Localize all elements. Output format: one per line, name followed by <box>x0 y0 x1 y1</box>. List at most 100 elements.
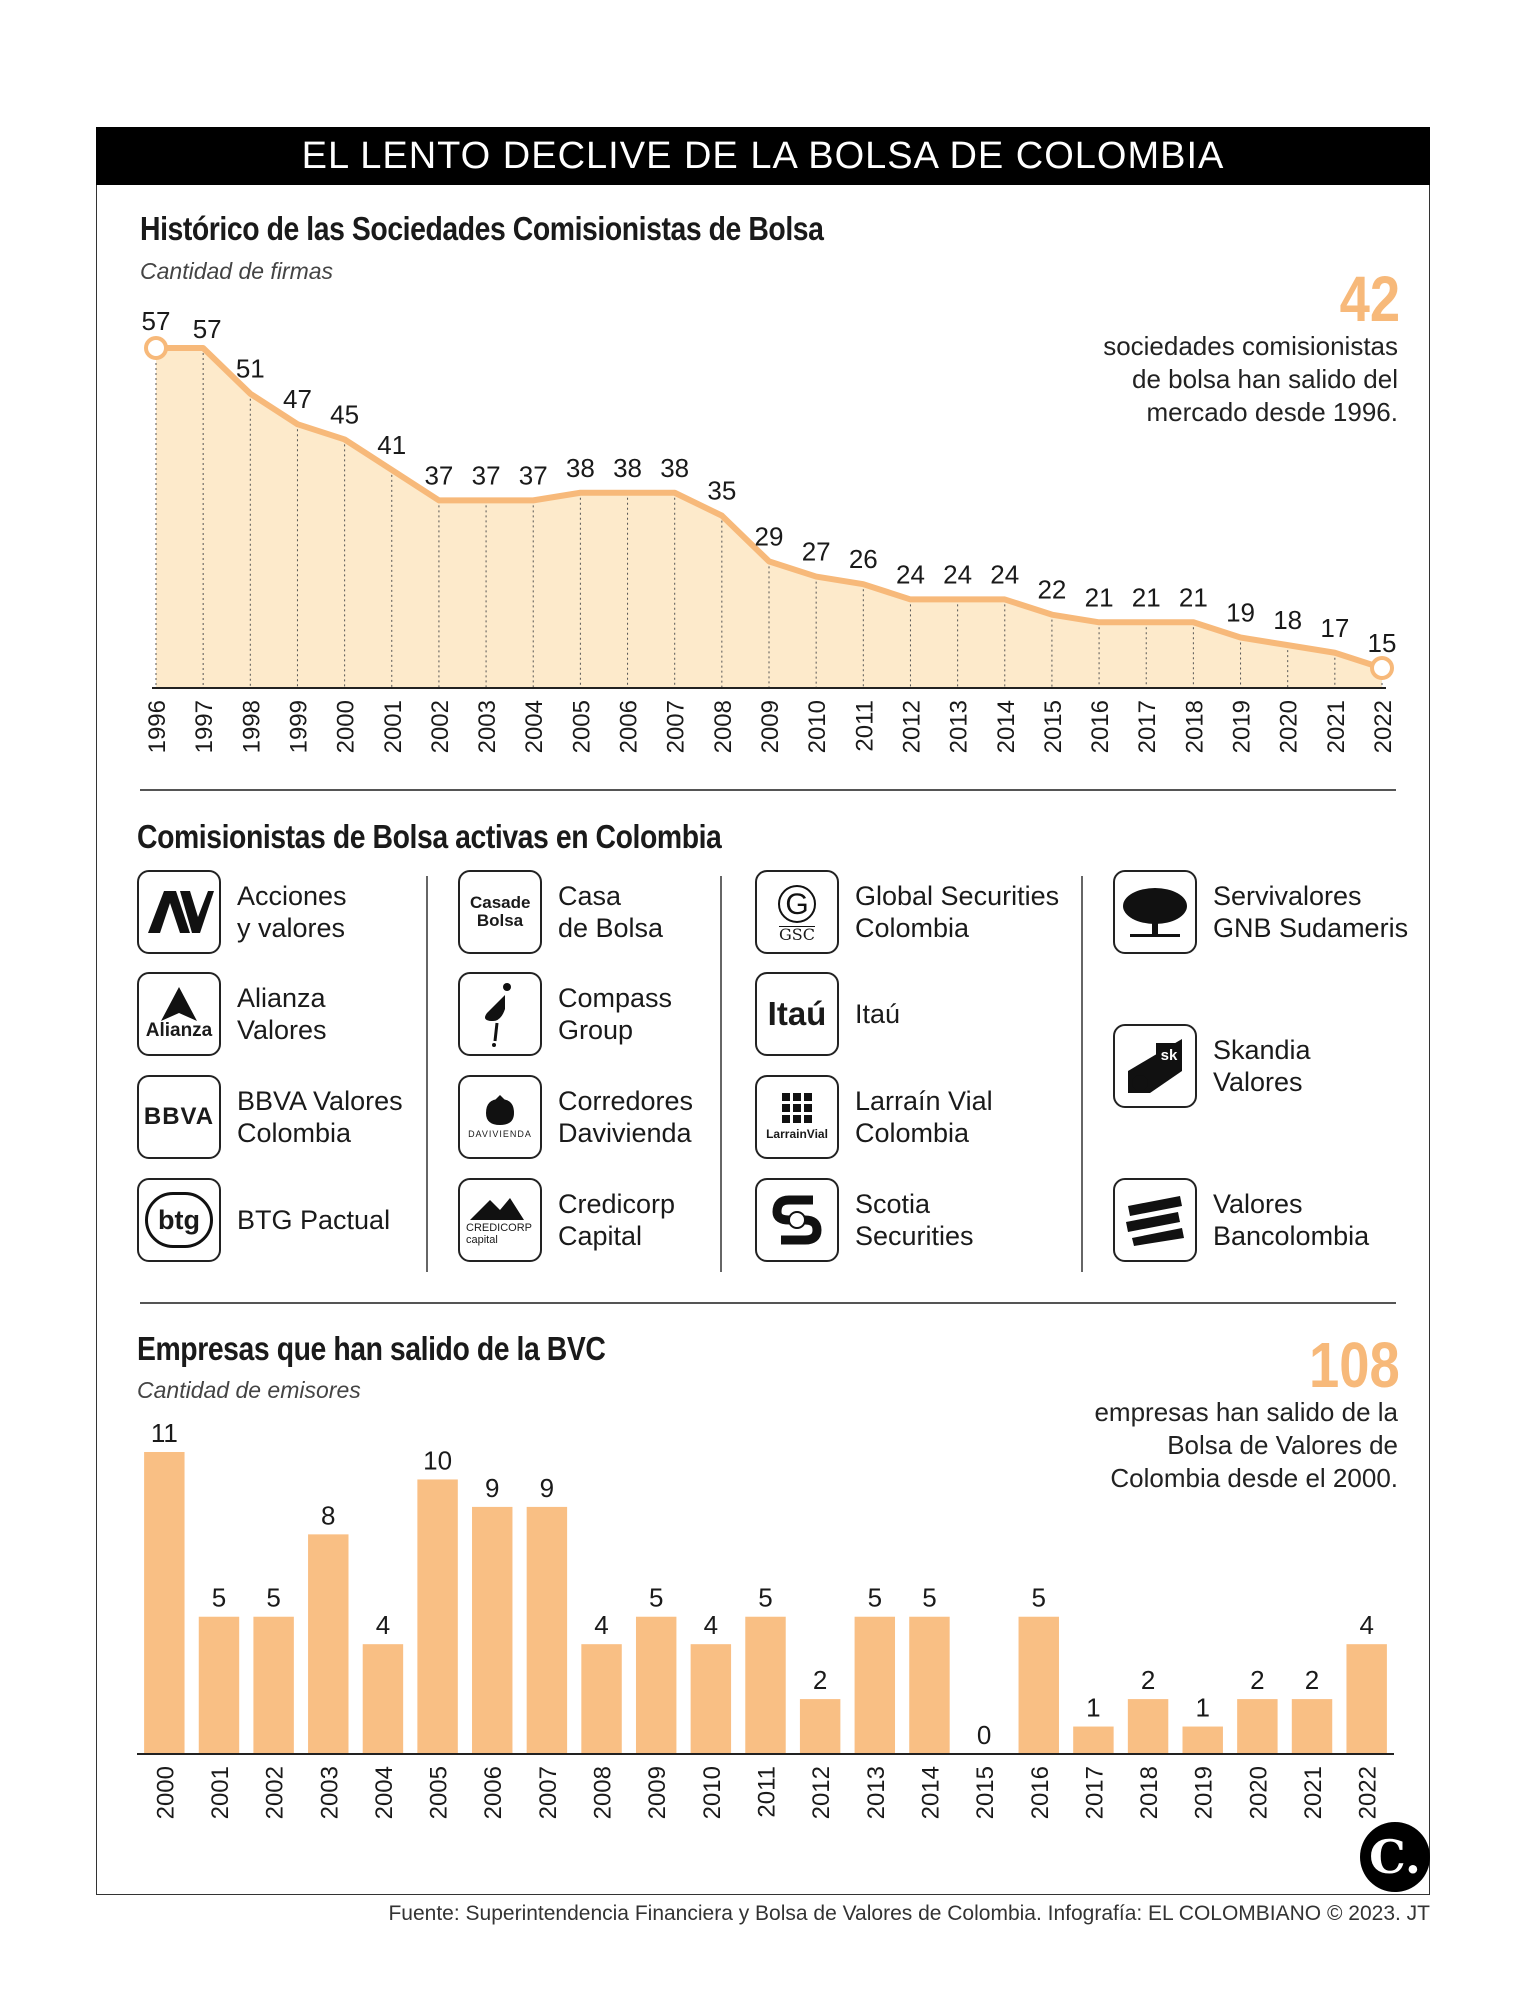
bar-chart-data-label: 4 <box>704 1610 718 1640</box>
line-chart: 57 57 51 47 45 41 37 37 37 38 38 38 35 29 27 26 24 24 24 22… <box>142 306 1397 753</box>
line-chart-tick-label: 2013 <box>946 700 973 753</box>
bar-chart-tick-label: 2007 <box>535 1766 562 1819</box>
bar-chart-tick-label: 2015 <box>972 1766 999 1819</box>
bar-chart-bar <box>1182 1726 1223 1754</box>
section-divider-1 <box>140 789 1396 791</box>
bar-chart-bar <box>745 1616 786 1754</box>
line-chart-tick-label: 2015 <box>1040 700 1067 753</box>
bar-chart-tick-label: 2000 <box>152 1766 179 1819</box>
line-chart-data-label: 35 <box>707 476 736 506</box>
line-chart-tick-label: 2016 <box>1087 700 1114 753</box>
svg-text:G: G <box>785 888 808 921</box>
section-divider-2 <box>140 1302 1396 1304</box>
bancolombia-logo <box>1113 1178 1197 1262</box>
line-chart-tick-label: 2005 <box>568 700 595 753</box>
line-chart-data-label: 37 <box>424 460 453 490</box>
source-credit: Fuente: Superintendencia Financiera y Bo… <box>388 1902 1430 1925</box>
bar-chart-highlight-text: empresas han salido de la Bolsa de Valor… <box>1094 1397 1398 1493</box>
bar-chart-tick-label: 2019 <box>1191 1766 1218 1819</box>
bar-chart: 1120005200152002820034200410200592006920… <box>137 1418 1394 1819</box>
bar-chart-tick-label: 2021 <box>1300 1766 1327 1819</box>
broker-itau: Itaú Itaú <box>755 972 900 1056</box>
bar-chart-data-label: 5 <box>212 1583 226 1613</box>
line-chart-tick-label: 2020 <box>1276 700 1303 753</box>
broker-scotia: Scotia Securities <box>755 1178 974 1262</box>
bar-chart-bar <box>909 1616 950 1754</box>
bar-chart-data-label: 5 <box>868 1583 882 1613</box>
bar-chart-tick-label: 2005 <box>426 1766 453 1819</box>
skandia-logo: sk <box>1113 1024 1197 1108</box>
svg-text:sk: sk <box>1161 1047 1178 1064</box>
line-chart-tick-label: 2008 <box>710 700 737 753</box>
brokers-title: Comisionistas de Bolsa activas en Colomb… <box>137 818 722 855</box>
broker-bbva: BBVA BBVA Valores Colombia <box>137 1075 403 1159</box>
line-chart-tick-label: 1996 <box>144 700 171 753</box>
line-chart-tick-label: 2004 <box>521 700 548 753</box>
bar-chart-data-label: 9 <box>540 1473 554 1503</box>
line-chart-data-label: 21 <box>1179 582 1208 612</box>
bar-chart-tick-label: 2008 <box>590 1766 617 1819</box>
line-chart-tick-label: 2018 <box>1181 700 1208 753</box>
bar-chart-data-label: 4 <box>594 1610 608 1640</box>
bar-chart-bar <box>526 1506 568 1754</box>
bar-chart-tick-label: 2004 <box>371 1766 398 1819</box>
bar-chart-bar <box>1018 1616 1059 1754</box>
line-chart-tick-label: 2014 <box>993 700 1020 753</box>
line-chart-data-label: 19 <box>1226 598 1255 628</box>
broker-casa-de-bolsa: Casade Bolsa Casa de Bolsa <box>458 870 663 954</box>
bar-chart-data-label: 4 <box>1359 1610 1373 1640</box>
line-chart-area <box>156 348 1382 688</box>
line-chart-tick-label: 2009 <box>757 700 784 753</box>
line-chart-highlight-text: sociedades comisionistas de bolsa han sa… <box>1103 331 1398 427</box>
line-chart-data-label: 57 <box>193 314 222 344</box>
bar-chart-data-label: 5 <box>1032 1583 1046 1613</box>
line-chart-data-label: 26 <box>849 544 878 574</box>
bar-chart-subtitle: Cantidad de emisores <box>137 1377 361 1403</box>
bar-chart-data-label: 10 <box>423 1445 452 1475</box>
credicorp-logo: CREDICORP capital <box>458 1178 542 1262</box>
bar-chart-bar <box>253 1616 294 1754</box>
broker-credicorp: CREDICORP capital Credicorp Capital <box>458 1178 675 1262</box>
line-chart-data-label: 24 <box>990 559 1019 589</box>
line-chart-data-label: 47 <box>283 384 312 414</box>
line-chart-tick-label: 2012 <box>898 700 925 753</box>
bar-chart-tick-label: 2020 <box>1245 1766 1272 1819</box>
line-chart-tick-label: 1998 <box>238 700 265 753</box>
column-separator <box>426 876 428 1272</box>
alianza-logo: Alianza <box>137 972 221 1056</box>
line-chart-tick-label: 2007 <box>663 700 690 753</box>
line-chart-tick-label: 2017 <box>1134 700 1161 753</box>
compass-logo <box>458 972 542 1056</box>
line-chart-end-point <box>1370 656 1394 680</box>
broker-alianza: Alianza Alianza Valores <box>137 972 327 1056</box>
scotia-logo <box>755 1178 839 1262</box>
broker-servivalores: Servivalores GNB Sudameris <box>1113 870 1408 954</box>
bar-chart-bar <box>1346 1644 1387 1754</box>
bar-chart-bar <box>1237 1699 1278 1754</box>
bar-chart-data-label: 2 <box>813 1665 827 1695</box>
line-chart-tick-label: 1999 <box>285 700 312 753</box>
tree-logo <box>1113 870 1197 954</box>
line-chart-tick-label: 2003 <box>474 700 501 753</box>
line-chart-tick-label: 2000 <box>333 700 360 753</box>
broker-btg: btg BTG Pactual <box>137 1178 390 1262</box>
broker-davivienda: DAVIVIENDA Corredores Davivienda <box>458 1075 693 1159</box>
bar-chart-bar <box>417 1479 458 1754</box>
line-chart-data-label: 38 <box>660 453 689 483</box>
line-chart-tick-label: 1997 <box>191 700 218 753</box>
bar-chart-data-label: 5 <box>922 1583 936 1613</box>
bar-chart-bar <box>472 1506 513 1754</box>
bar-chart-tick-label: 2003 <box>316 1766 343 1819</box>
broker-acciones-valores: Acciones y valores <box>137 870 347 954</box>
line-chart-start-point <box>144 336 168 360</box>
line-chart-data-label: 27 <box>802 537 831 567</box>
broker-larrainvial: LarrainVial Larraín Vial Colombia <box>755 1075 993 1159</box>
line-chart-data-label: 37 <box>519 460 548 490</box>
bar-chart-bar <box>799 1699 841 1754</box>
line-chart-data-label: 29 <box>755 521 784 551</box>
line-chart-tick-label: 2019 <box>1229 700 1256 753</box>
itau-logo: Itaú <box>755 972 839 1056</box>
gsc-logo: G GSC <box>755 870 839 954</box>
broker-compass: Compass Group <box>458 972 672 1056</box>
bar-chart-bar <box>362 1644 404 1754</box>
